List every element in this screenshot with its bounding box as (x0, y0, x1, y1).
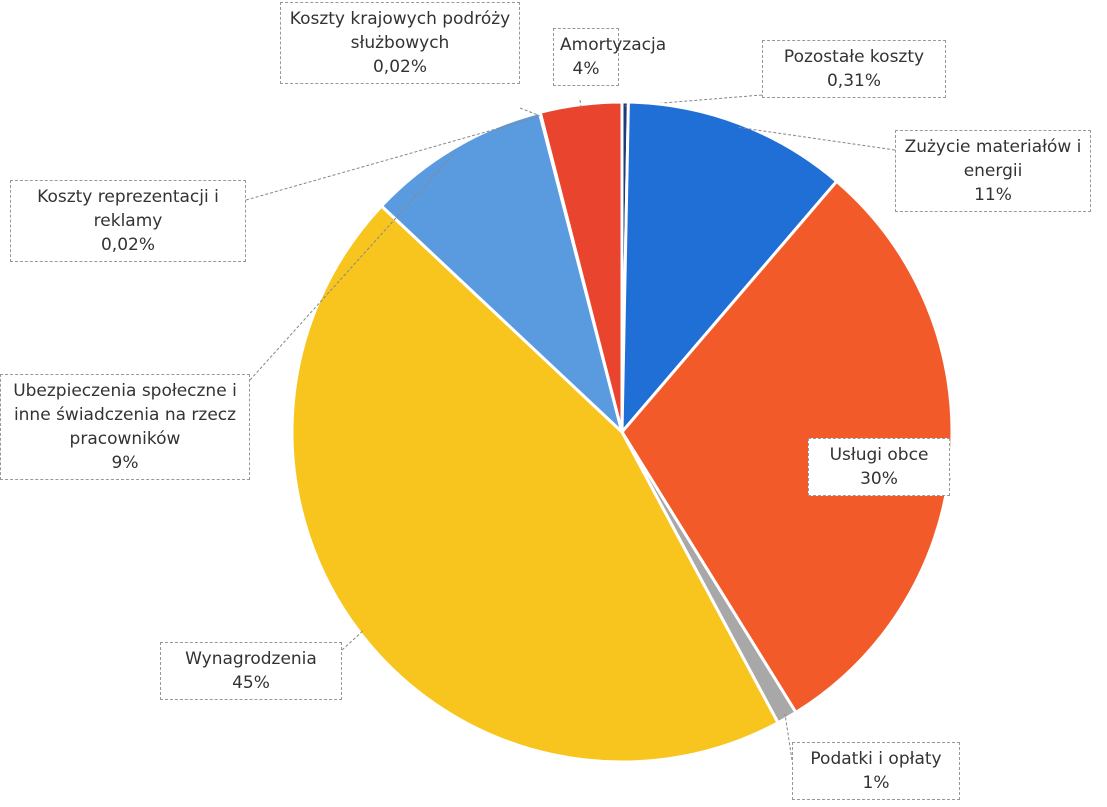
slice-label: Ubezpieczenia społeczne i inne świadczen… (0, 374, 250, 480)
pie-slice (290, 203, 781, 764)
value-label: 9% (111, 453, 139, 473)
category-name: Pozostałe koszty (783, 47, 925, 67)
leader-line (245, 115, 541, 201)
pie-slice (538, 100, 624, 433)
value-label: 0,02% (372, 57, 427, 77)
leader-line (784, 714, 793, 761)
pie-slice (620, 100, 839, 437)
leader-line (249, 151, 457, 381)
value-label: 0,02% (100, 235, 155, 255)
pie-slice (379, 110, 625, 437)
value-label: 0,31% (826, 71, 881, 91)
value-label: 30% (860, 469, 898, 489)
category-name: Koszty krajowych podróży służbowych (289, 9, 511, 53)
value-label: 45% (232, 673, 270, 693)
slice-label: Amortyzacja 4% (553, 28, 667, 86)
category-name: Ubezpieczenia społeczne i inne świadczen… (13, 381, 237, 449)
pie-slice (620, 179, 954, 715)
slice-label: Usługi obce 30% (808, 438, 950, 496)
leader-line (737, 126, 896, 151)
value-label: 4% (572, 59, 600, 79)
category-name: Amortyzacja (560, 35, 667, 55)
category-name: Wynagrodzenia (185, 649, 317, 669)
leader-line (625, 94, 763, 107)
category-name: Usługi obce (829, 445, 929, 465)
slice-label: Pozostałe koszty 0,31% (762, 40, 946, 98)
slice-label: Zużycie materiałów i energii 11% (895, 130, 1091, 212)
slice-label: Podatki i opłaty 1% (792, 742, 960, 800)
value-label: 11% (974, 185, 1012, 205)
leader-line (579, 99, 582, 109)
category-name: Zużycie materiałów i energii (904, 137, 1082, 181)
category-name: Podatki i opłaty (810, 749, 942, 769)
leader-line (519, 107, 542, 117)
value-label: 1% (862, 773, 890, 793)
slice-label: Koszty krajowych podróży służbowych 0,02% (280, 2, 520, 84)
slice-label: Koszty reprezentacji i reklamy 0,02% (10, 180, 246, 262)
category-name: Koszty reprezentacji i reklamy (37, 187, 219, 231)
slice-label: Wynagrodzenia 45% (160, 642, 342, 700)
